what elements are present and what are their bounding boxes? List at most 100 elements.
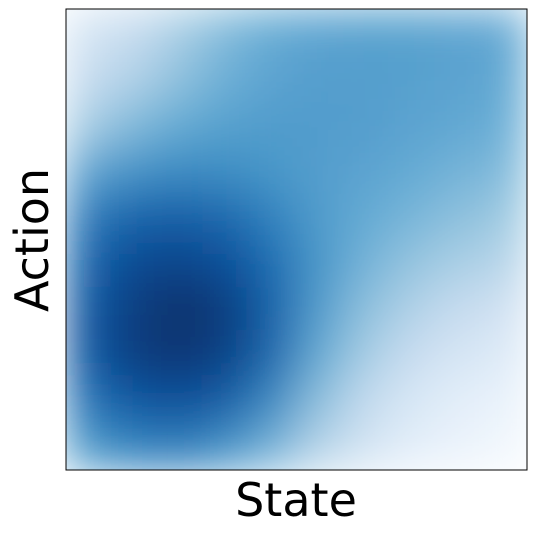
heatmap-cell — [434, 193, 482, 240]
heatmap-cell — [434, 423, 482, 470]
heatmap-cell — [342, 285, 390, 333]
heatmap-cell — [112, 101, 159, 148]
heatmap-cells — [66, 9, 527, 470]
heatmap-cell — [112, 55, 159, 102]
heatmap — [66, 9, 527, 470]
heatmap-cell — [250, 423, 297, 470]
heatmap-cell — [388, 377, 436, 425]
heatmap-cell — [66, 193, 113, 240]
heatmap-cell — [250, 101, 297, 148]
heatmap-cell — [66, 377, 113, 425]
heatmap-cell — [342, 101, 390, 148]
heatmap-cell — [480, 285, 527, 333]
heatmap-cell — [434, 377, 482, 425]
heatmap-cell — [342, 147, 390, 194]
heatmap-cell — [434, 55, 482, 102]
heatmap-cell — [296, 423, 344, 470]
heatmap-cell — [388, 9, 436, 56]
heatmap-cell — [342, 193, 390, 240]
heatmap-cell — [388, 101, 436, 148]
heatmap-cell — [112, 239, 159, 287]
heatmap-cell — [204, 55, 251, 102]
heatmap-cell — [66, 9, 113, 56]
y-axis-label: Action — [5, 168, 59, 312]
heatmap-cell — [480, 423, 527, 470]
heatmap-cell — [434, 9, 482, 56]
heatmap-cell — [342, 377, 390, 425]
heatmap-cell — [296, 55, 344, 102]
heatmap-cell — [388, 147, 436, 194]
heatmap-cell — [296, 377, 344, 425]
heatmap-cell — [296, 239, 344, 287]
heatmap-cell — [342, 331, 390, 379]
heatmap-cell — [388, 423, 436, 470]
x-axis-label: State — [235, 473, 357, 527]
heatmap-cell — [480, 331, 527, 379]
heatmap-cell — [158, 377, 205, 425]
heatmap-cell — [342, 9, 390, 56]
heatmap-cell — [296, 9, 344, 56]
heatmap-cell — [158, 55, 205, 102]
heatmap-cell — [204, 331, 251, 379]
heatmap-cell — [250, 55, 297, 102]
heatmap-cell — [112, 285, 159, 333]
heatmap-cell — [434, 331, 482, 379]
heatmap-cell — [250, 377, 297, 425]
heatmap-cell — [434, 101, 482, 148]
heatmap-cell — [204, 285, 251, 333]
heatmap-cell — [158, 331, 205, 379]
heatmap-cell — [296, 285, 344, 333]
heatmap-cell — [342, 239, 390, 287]
heatmap-cell — [434, 239, 482, 287]
heatmap-cell — [250, 147, 297, 194]
heatmap-cell — [250, 285, 297, 333]
heatmap-cell — [388, 239, 436, 287]
heatmap-cell — [342, 55, 390, 102]
heatmap-cell — [112, 423, 159, 470]
heatmap-cell — [66, 147, 113, 194]
plot-frame — [65, 8, 528, 471]
heatmap-cell — [388, 193, 436, 240]
heatmap-cell — [66, 101, 113, 148]
heatmap-cell — [158, 9, 205, 56]
heatmap-cell — [112, 147, 159, 194]
heatmap-cell — [204, 9, 251, 56]
heatmap-cell — [66, 423, 113, 470]
heatmap-cell — [296, 331, 344, 379]
heatmap-cell — [342, 423, 390, 470]
heatmap-cell — [204, 239, 251, 287]
heatmap-cell — [434, 147, 482, 194]
heatmap-cell — [158, 147, 205, 194]
heatmap-cell — [480, 377, 527, 425]
heatmap-cell — [158, 285, 205, 333]
heatmap-cell — [204, 101, 251, 148]
heatmap-cell — [204, 193, 251, 240]
heatmap-cell — [480, 9, 527, 56]
heatmap-cell — [158, 193, 205, 240]
heatmap-cell — [296, 101, 344, 148]
heatmap-cell — [296, 147, 344, 194]
heatmap-cell — [480, 101, 527, 148]
heatmap-cell — [388, 331, 436, 379]
heatmap-cell — [112, 331, 159, 379]
heatmap-cell — [204, 147, 251, 194]
heatmap-cell — [480, 239, 527, 287]
heatmap-cell — [480, 147, 527, 194]
heatmap-cell — [204, 377, 251, 425]
heatmap-cell — [204, 423, 251, 470]
heatmap-cell — [158, 101, 205, 148]
heatmap-cell — [112, 9, 159, 56]
heatmap-cell — [250, 9, 297, 56]
heatmap-cell — [112, 193, 159, 240]
heatmap-cell — [66, 331, 113, 379]
heatmap-cell — [66, 55, 113, 102]
heatmap-cell — [388, 285, 436, 333]
heatmap-cell — [250, 193, 297, 240]
heatmap-cell — [66, 285, 113, 333]
heatmap-cell — [158, 423, 205, 470]
heatmap-cell — [66, 239, 113, 287]
heatmap-cell — [250, 239, 297, 287]
heatmap-cell — [296, 193, 344, 240]
heatmap-cell — [112, 377, 159, 425]
